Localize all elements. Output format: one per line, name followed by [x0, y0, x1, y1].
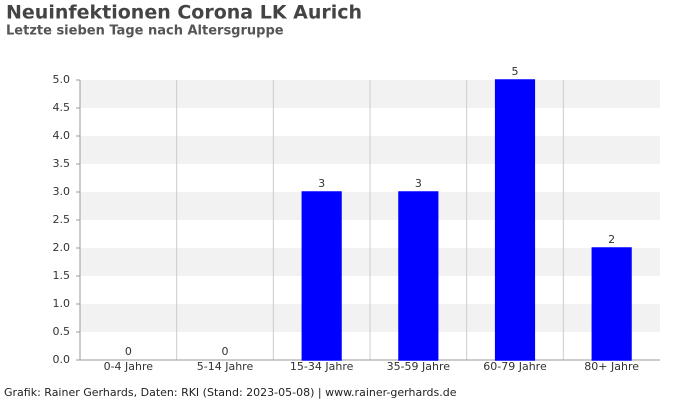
data-label: 0: [125, 345, 132, 358]
bar: [591, 247, 632, 361]
x-tick-label: 15-34 Jahre: [290, 360, 354, 373]
y-tick-label: 2.5: [53, 213, 71, 226]
x-tick-label: 0-4 Jahre: [104, 360, 154, 373]
y-tick-label: 4.0: [53, 129, 71, 142]
bar: [494, 79, 536, 361]
data-label: 3: [415, 177, 422, 190]
y-tick-label: 0.0: [53, 353, 71, 366]
x-tick-label: 60-79 Jahre: [483, 360, 547, 373]
y-tick-label: 3.0: [53, 185, 71, 198]
y-tick-label: 1.5: [53, 269, 71, 282]
data-label: 0: [222, 345, 229, 358]
y-tick-label: 3.5: [53, 157, 71, 170]
chart-subtitle: Letzte sieben Tage nach Altersgruppe: [6, 24, 284, 39]
bar: [398, 191, 439, 361]
y-tick-label: 4.5: [53, 101, 71, 114]
y-tick-label: 5.0: [53, 73, 71, 86]
footer: Grafik: Rainer Gerhards, Daten: RKI (Sta…: [4, 386, 457, 399]
y-tick-label: 2.0: [53, 241, 71, 254]
x-tick-label: 5-14 Jahre: [197, 360, 254, 373]
x-tick-label: 35-59 Jahre: [387, 360, 451, 373]
bar: [301, 191, 342, 361]
x-tick-label: 80+ Jahre: [584, 360, 639, 373]
y-tick-label: 0.5: [53, 325, 71, 338]
data-label: 3: [318, 177, 325, 190]
data-label: 2: [608, 233, 615, 246]
data-label: 5: [512, 65, 519, 78]
chart-title: Neuinfektionen Corona LK Aurich: [6, 2, 362, 24]
y-tick-label: 1.0: [53, 297, 71, 310]
